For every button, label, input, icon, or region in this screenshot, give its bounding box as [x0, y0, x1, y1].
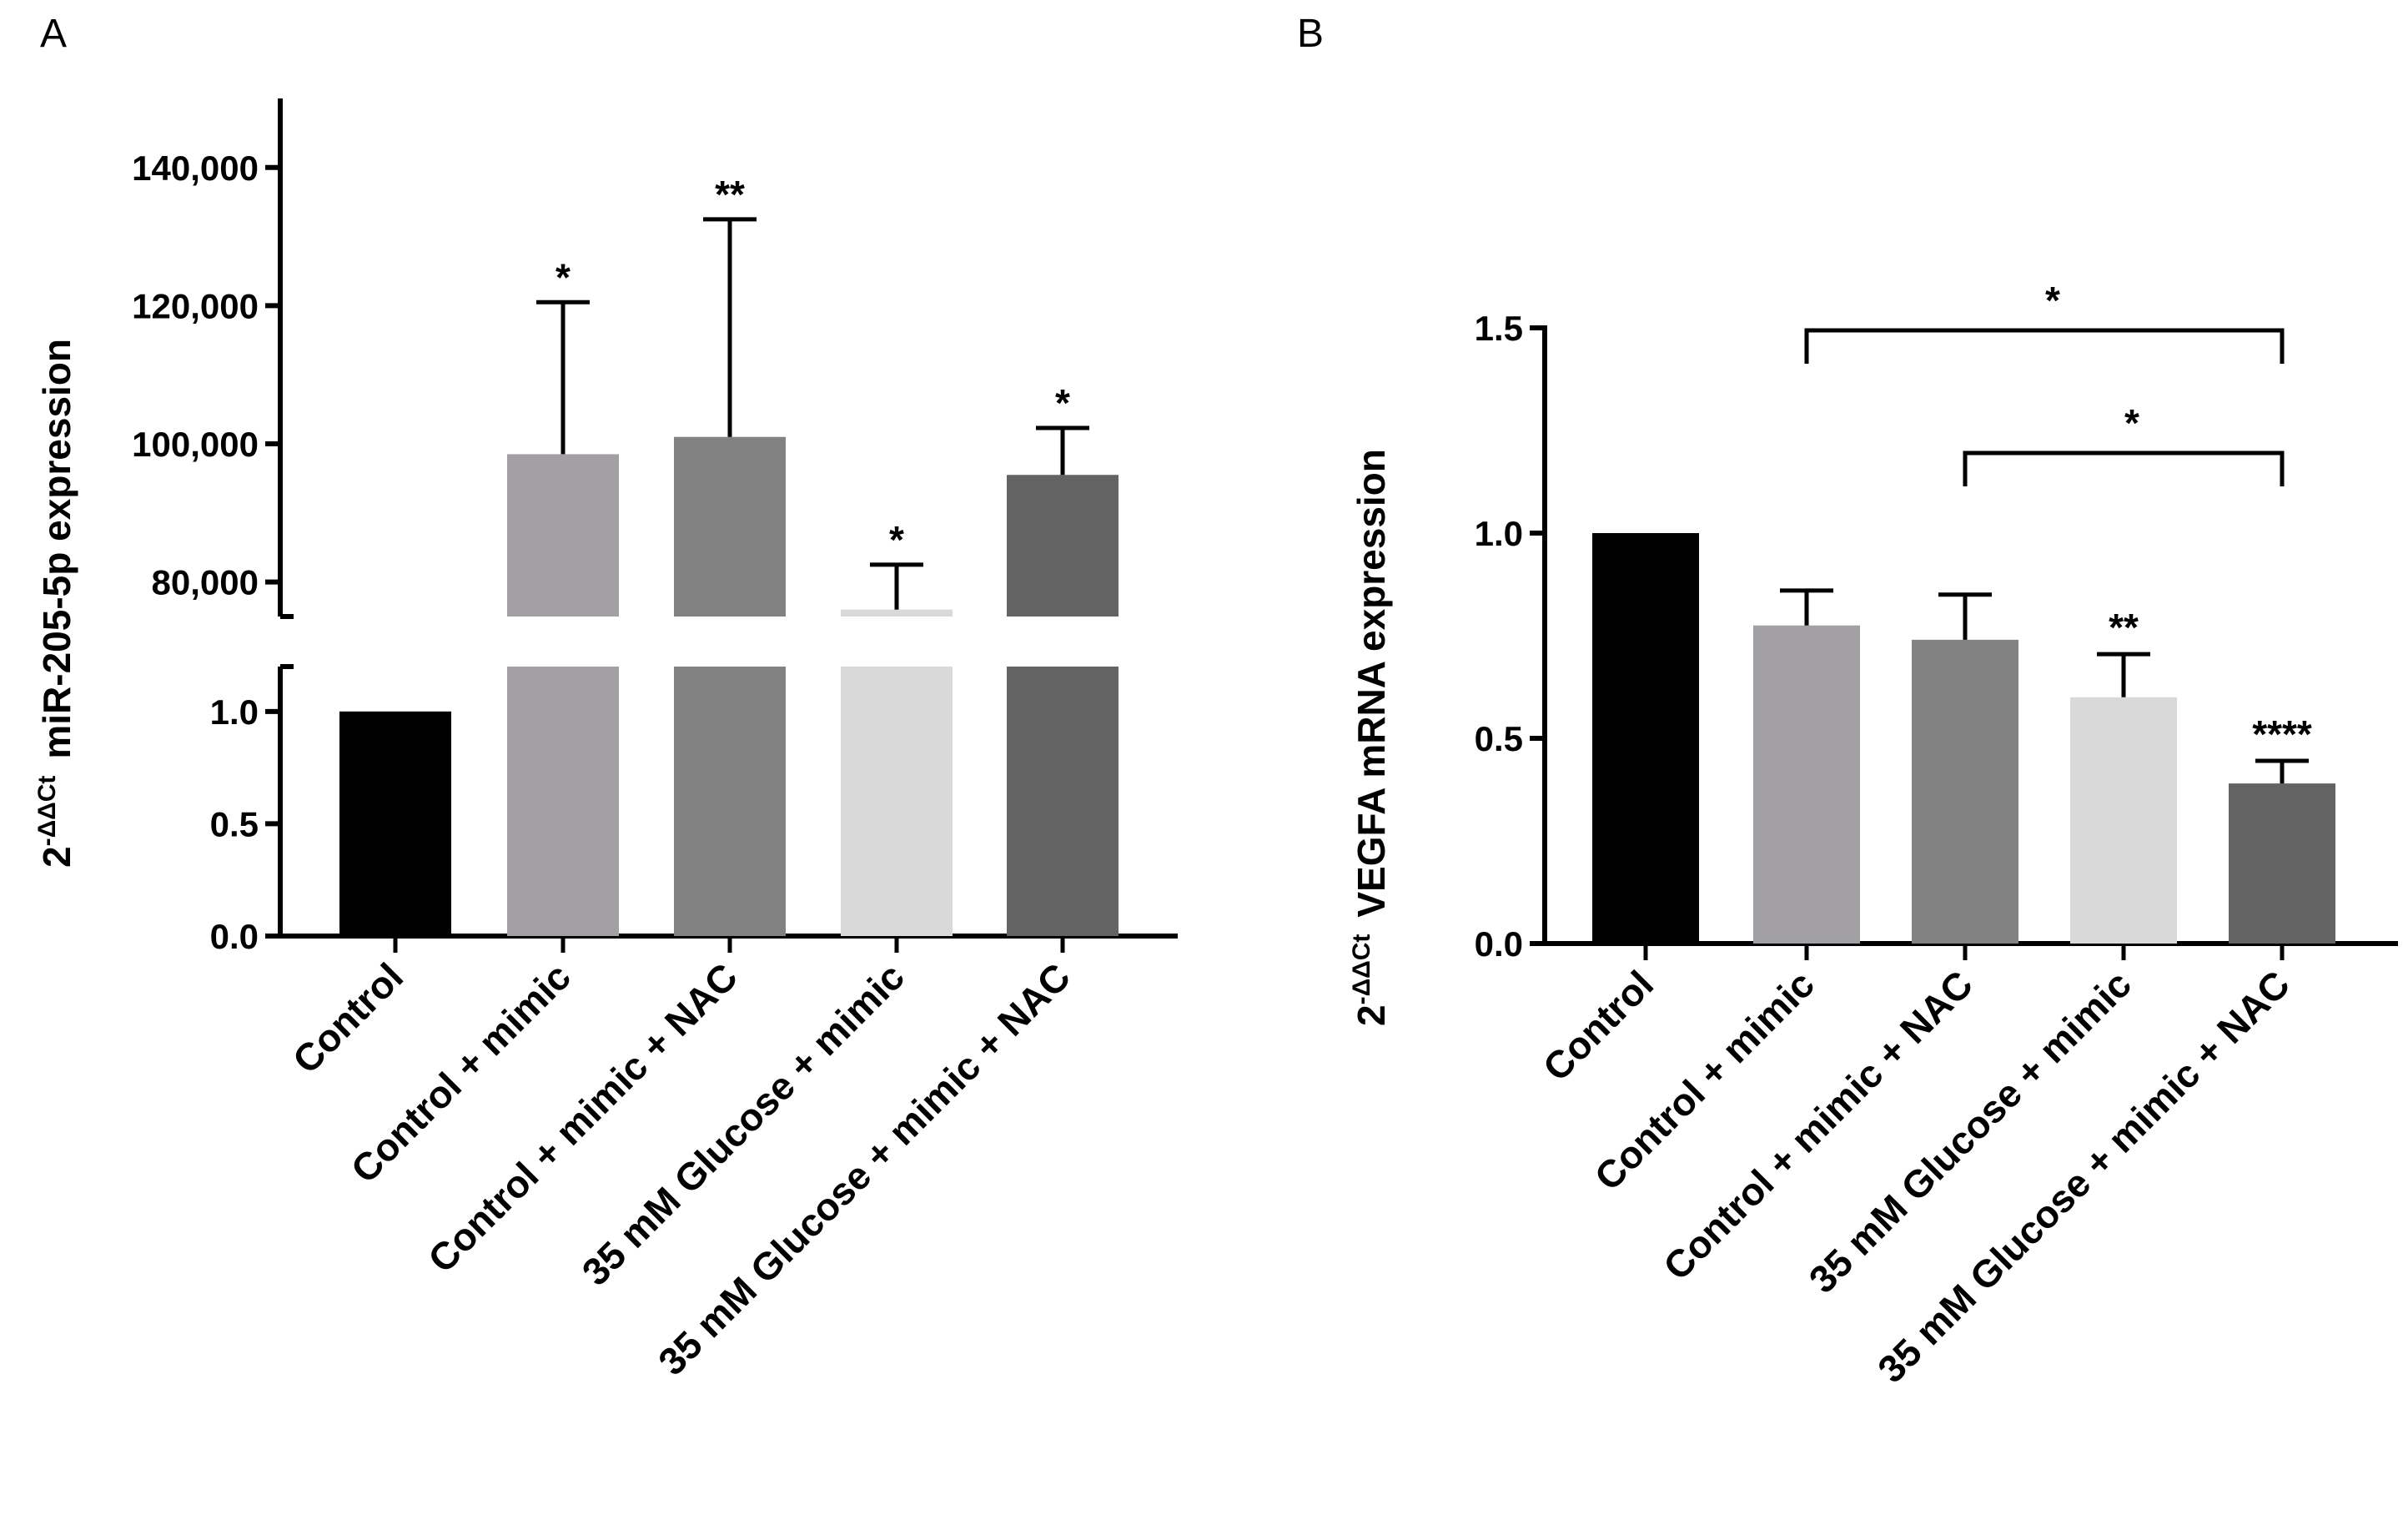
panel-b-bars: ******** — [1592, 279, 2335, 944]
bar-upper-segment — [507, 454, 619, 617]
panel-a: A 2-ΔΔCtmiR-205-5p expression 0.0 0.5 1.0 8… — [33, 12, 1178, 1383]
significance-marker: ** — [2109, 606, 2139, 649]
panel-b: B 2-ΔΔCtVEGFA mRNA expression 0.0 0.5 1.0 1… — [1297, 12, 2398, 1391]
y-tick-label: 140,000 — [132, 148, 259, 188]
category-label: Control — [284, 954, 411, 1081]
bar-lower-segment — [841, 667, 953, 936]
y-tick-label: 100,000 — [132, 425, 259, 464]
bracket-significance-marker: * — [2045, 279, 2060, 322]
significance-bracket — [1804, 328, 2285, 364]
bar-lower-segment — [674, 667, 786, 936]
significance-marker: **** — [2252, 712, 2312, 756]
category-label: Control + mimic + NAC — [420, 954, 746, 1281]
bar — [1592, 533, 1699, 944]
panel-a-y-axis-label: 2-ΔΔCtmiR-205-5p expression — [33, 339, 78, 868]
y-tick-label: 0.5 — [1475, 719, 1523, 758]
y-tick-label: 0.0 — [1475, 924, 1523, 964]
y-tick-label: 120,000 — [132, 286, 259, 325]
y-tick-label: 1.0 — [210, 692, 259, 732]
significance-bracket — [1963, 450, 2285, 486]
bar-upper-segment — [1007, 475, 1119, 617]
y-tick-label: 0.5 — [210, 804, 259, 843]
bar-lower-segment — [507, 667, 619, 936]
panel-a-bars: ***** — [339, 173, 1119, 936]
y-tick-label: 1.5 — [1475, 309, 1523, 348]
bar-lower-segment — [1007, 667, 1119, 936]
significance-marker: ** — [715, 173, 745, 216]
y-tick-label: 1.0 — [1475, 514, 1523, 553]
category-label: 35 mM Glucose + mimic — [574, 954, 912, 1293]
bar — [2229, 783, 2335, 944]
category-label: Control + mimic + NAC — [1655, 962, 1981, 1288]
y-tick-label: 80,000 — [152, 563, 259, 602]
bar-upper-segment — [841, 609, 953, 617]
significance-marker: * — [1055, 381, 1070, 425]
category-label: 35 mM Glucose + mimic — [1801, 962, 2139, 1301]
bar — [2070, 697, 2177, 944]
panel-b-y-axis-label: 2-ΔΔCtVEGFA mRNA expression — [1348, 449, 1393, 1026]
y-tick-label: 0.0 — [210, 917, 259, 956]
bar — [1753, 625, 1860, 944]
bar — [339, 711, 451, 936]
significance-marker: * — [889, 518, 904, 561]
category-label: Control — [1535, 962, 1661, 1089]
bar — [1912, 639, 2018, 944]
panel-b-label: B — [1297, 12, 1324, 56]
bracket-significance-marker: * — [2124, 401, 2139, 445]
significance-marker: * — [555, 255, 571, 299]
panel-a-label: A — [40, 12, 67, 56]
bar-upper-segment — [674, 436, 786, 617]
